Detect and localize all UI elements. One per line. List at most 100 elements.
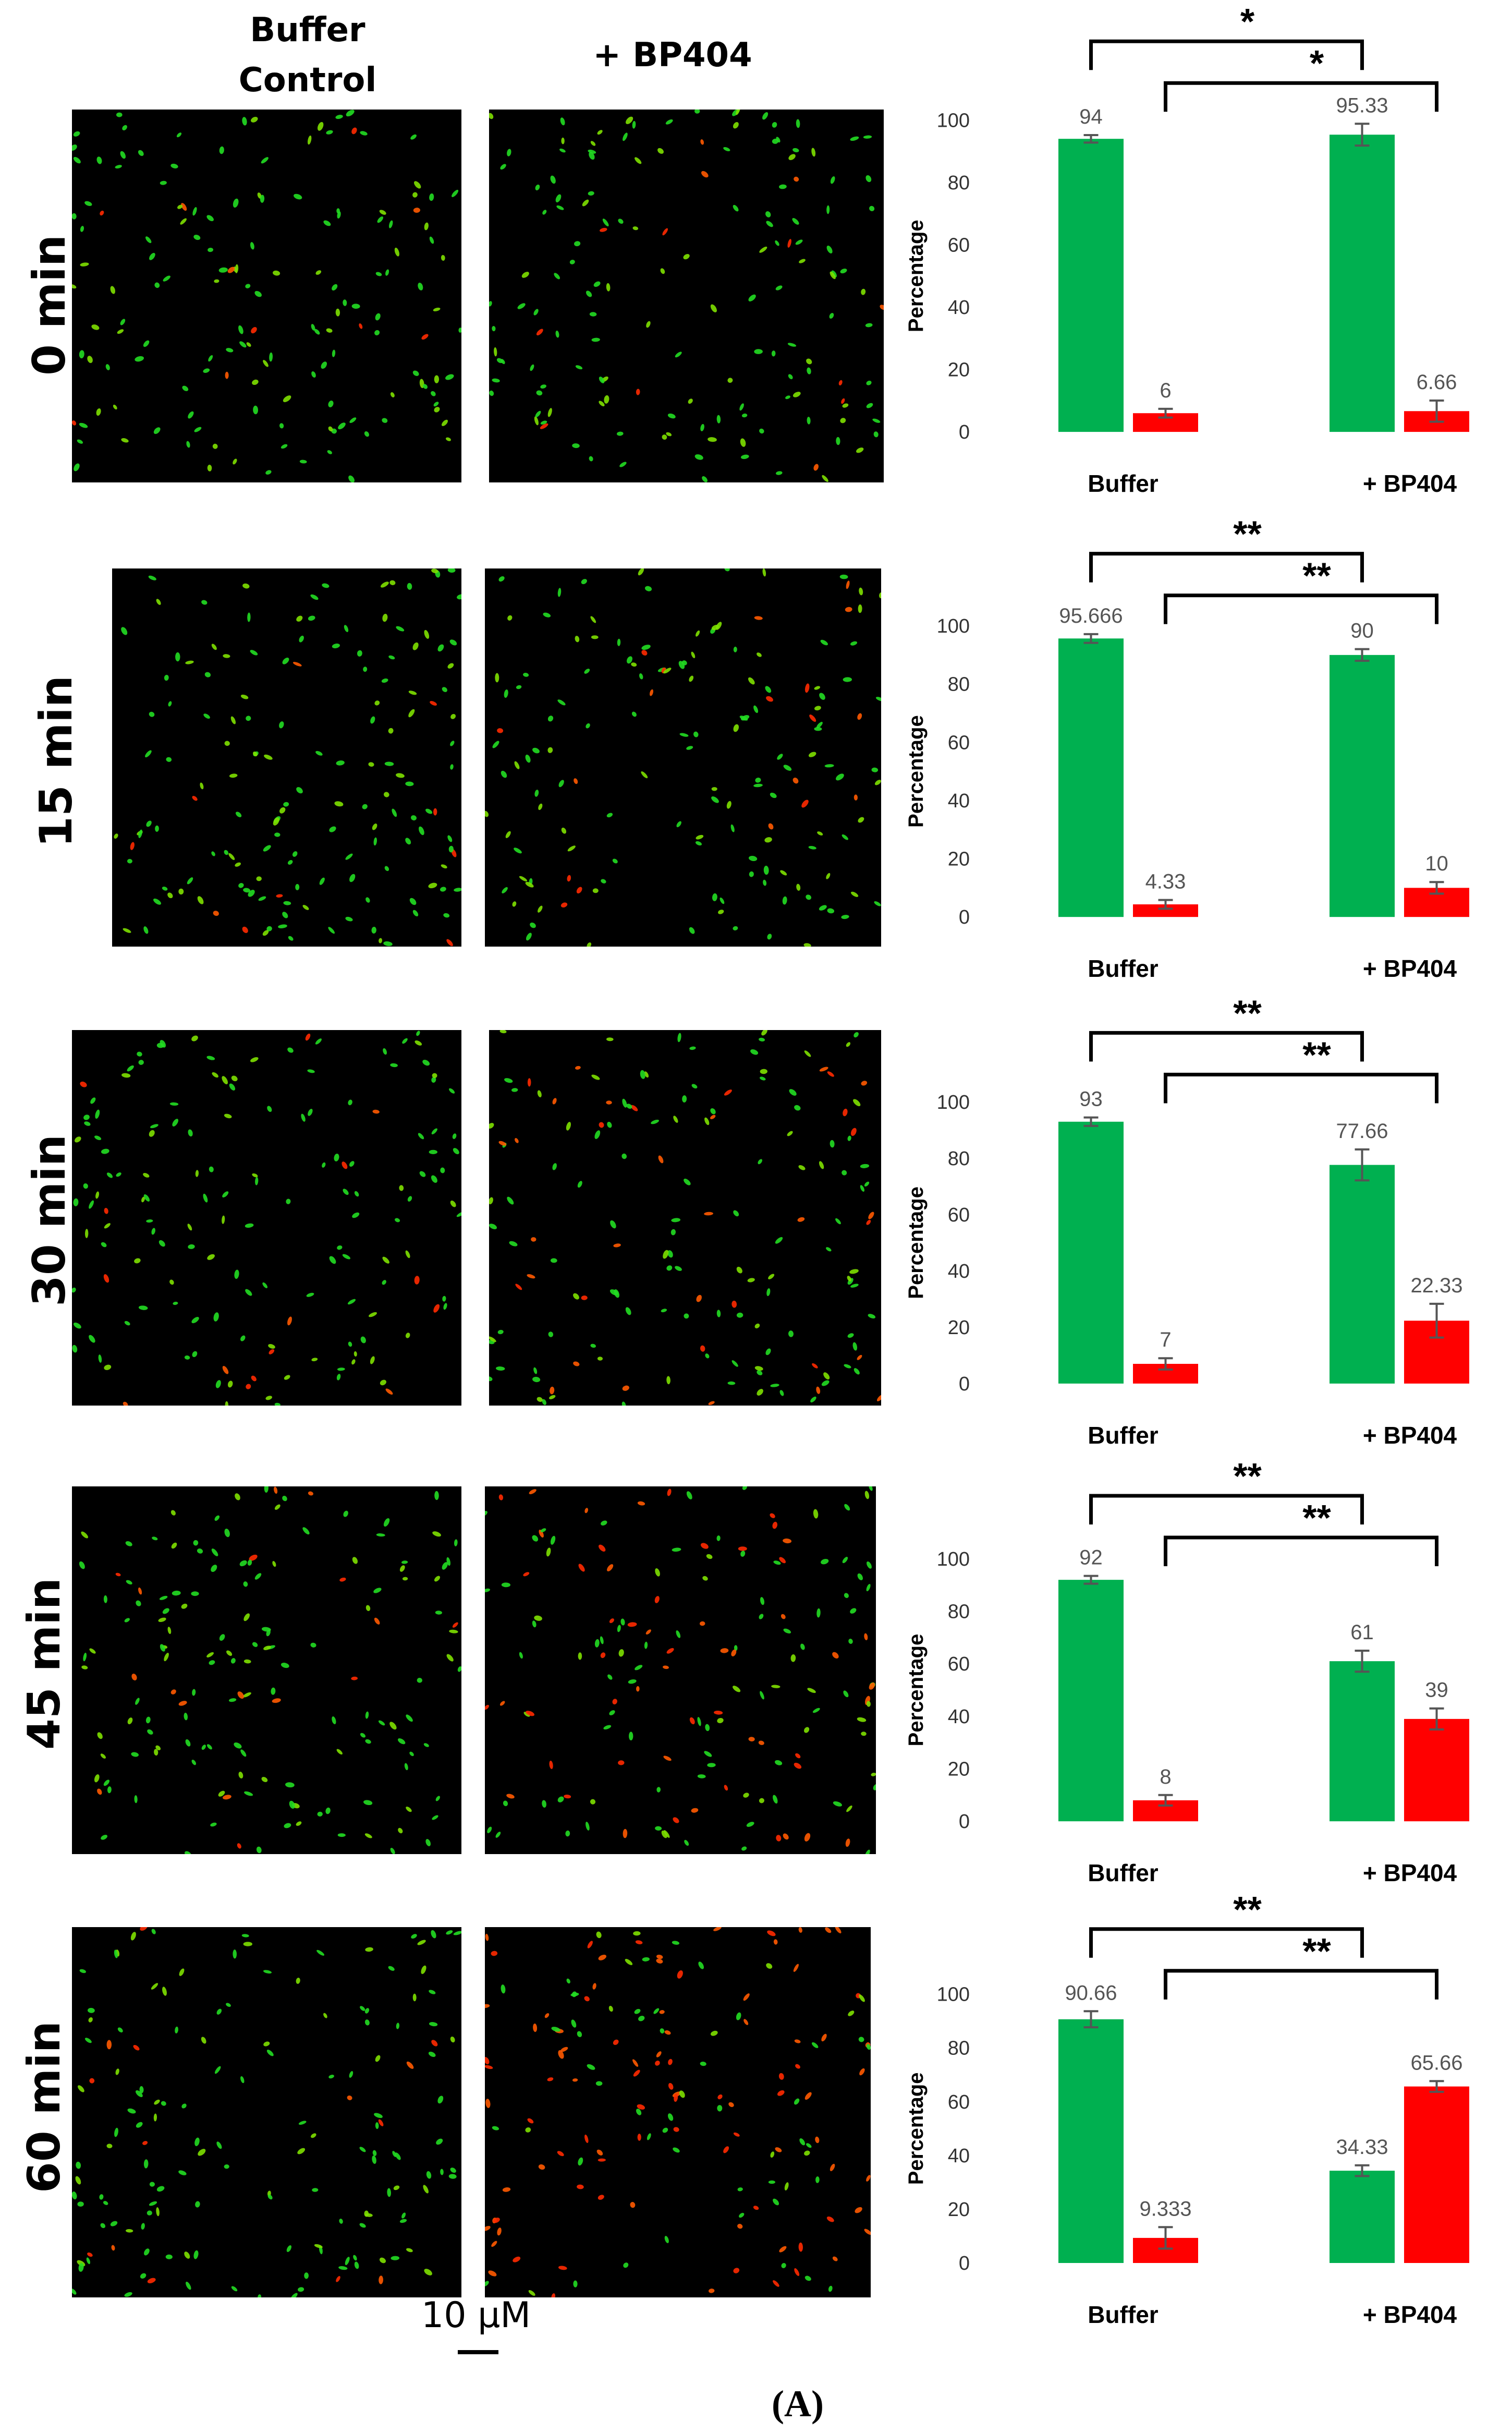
cell — [733, 1210, 739, 1217]
cell — [762, 112, 769, 120]
cell — [612, 858, 618, 864]
cell — [197, 896, 204, 904]
category-label: Buffer — [1088, 1859, 1159, 1886]
cell — [256, 876, 262, 881]
cell — [375, 313, 381, 321]
cell — [79, 422, 88, 428]
cell — [578, 1564, 585, 1572]
cell — [737, 2223, 743, 2229]
bar-chart-45-min: Percentage 0 20 40 60 80 100 92 8 Buffer 61 39 + BP4… — [881, 1456, 1512, 1888]
cell — [353, 1351, 357, 1357]
cell — [697, 1774, 706, 1778]
cell — [629, 1732, 633, 1741]
cell — [151, 1228, 155, 1235]
cell — [733, 204, 739, 212]
cell — [627, 1622, 637, 1627]
cell — [560, 2047, 568, 2052]
cell — [655, 2061, 660, 2066]
cell — [798, 2242, 803, 2252]
significance-bracket — [1164, 1535, 1438, 1566]
cell — [880, 305, 884, 310]
cell — [191, 1760, 197, 1765]
cell — [804, 1833, 811, 1842]
cell — [120, 319, 126, 325]
cell — [804, 2092, 812, 2100]
cell — [800, 1643, 805, 1650]
cell — [283, 395, 291, 403]
cell — [666, 432, 672, 437]
cell — [566, 1978, 570, 1984]
cell — [716, 1310, 721, 1317]
cell — [759, 1614, 764, 1619]
cell — [808, 752, 816, 757]
cell — [850, 1608, 857, 1614]
cell — [586, 290, 592, 297]
cell — [440, 1167, 445, 1173]
cell — [298, 2287, 304, 2292]
cell — [534, 1615, 542, 1621]
cell — [539, 1529, 544, 1538]
cell — [372, 1109, 380, 1114]
cell — [875, 697, 881, 701]
cell — [263, 1645, 271, 1650]
cell — [222, 1076, 228, 1085]
cell — [498, 576, 505, 582]
cell — [754, 349, 763, 354]
cell — [408, 691, 417, 695]
y-tick-label: 0 — [959, 1373, 970, 1395]
cell — [250, 650, 258, 656]
cell — [714, 1710, 723, 1715]
cell — [788, 374, 793, 380]
category-label: + BP404 — [1363, 1859, 1457, 1886]
data-label: 77.66 — [1336, 1120, 1388, 1143]
cell — [435, 1611, 442, 1615]
cell — [178, 1701, 187, 1706]
cell — [262, 1282, 268, 1288]
cell — [336, 1374, 341, 1381]
cell — [534, 790, 539, 797]
cell — [667, 1250, 673, 1258]
cell — [816, 1608, 821, 1618]
cell — [679, 733, 689, 737]
cell — [412, 370, 419, 376]
significance-bracket — [1089, 1927, 1364, 1958]
cell — [162, 1987, 167, 1996]
cell — [334, 1153, 339, 1161]
cell — [281, 1663, 289, 1668]
cell — [847, 1135, 851, 1141]
cell — [700, 1543, 709, 1549]
micrograph-bp404-0-min — [489, 110, 884, 482]
cell — [377, 216, 384, 223]
cell — [844, 1593, 849, 1599]
cell — [348, 475, 355, 482]
cell — [775, 1760, 783, 1765]
cell — [362, 804, 368, 809]
cell — [124, 1321, 130, 1326]
cell — [286, 2245, 292, 2252]
cell — [138, 150, 144, 156]
cell — [739, 2212, 745, 2218]
cell — [138, 1587, 142, 1595]
cell — [733, 2268, 740, 2273]
cell — [145, 750, 152, 758]
cell — [382, 418, 388, 423]
cell — [235, 1493, 240, 1500]
cell — [87, 356, 93, 364]
cell — [192, 1689, 196, 1696]
cell — [263, 2041, 270, 2047]
cell — [308, 1491, 313, 1496]
cell — [246, 1384, 251, 1389]
cell — [586, 1822, 590, 1831]
cell — [412, 192, 418, 198]
cell — [234, 1269, 239, 1279]
cell — [789, 1089, 797, 1096]
cell — [757, 652, 762, 657]
cell — [704, 1212, 713, 1216]
cell — [144, 2248, 150, 2256]
cell — [673, 2127, 679, 2132]
cell — [372, 824, 377, 830]
cell — [857, 1573, 863, 1580]
cell — [792, 217, 799, 225]
cell — [431, 391, 436, 396]
cell — [733, 646, 737, 652]
